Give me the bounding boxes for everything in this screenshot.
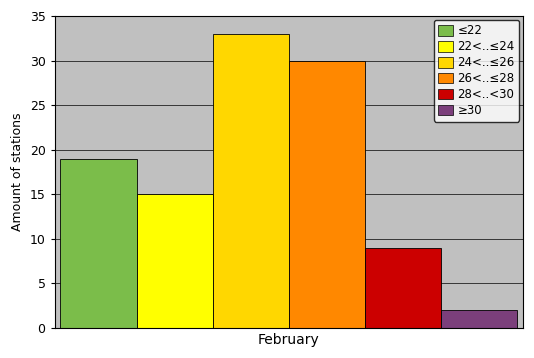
Bar <box>365 248 441 328</box>
Bar <box>289 61 365 328</box>
Bar <box>60 159 137 328</box>
Y-axis label: Amount of stations: Amount of stations <box>11 113 24 231</box>
Bar <box>441 310 517 328</box>
Bar <box>137 194 213 328</box>
Legend: ≤22, 22<..≤24, 24<..≤26, 26<..≤28, 28<..<30, ≥30: ≤22, 22<..≤24, 24<..≤26, 26<..≤28, 28<..… <box>434 20 520 122</box>
Bar <box>213 34 289 328</box>
